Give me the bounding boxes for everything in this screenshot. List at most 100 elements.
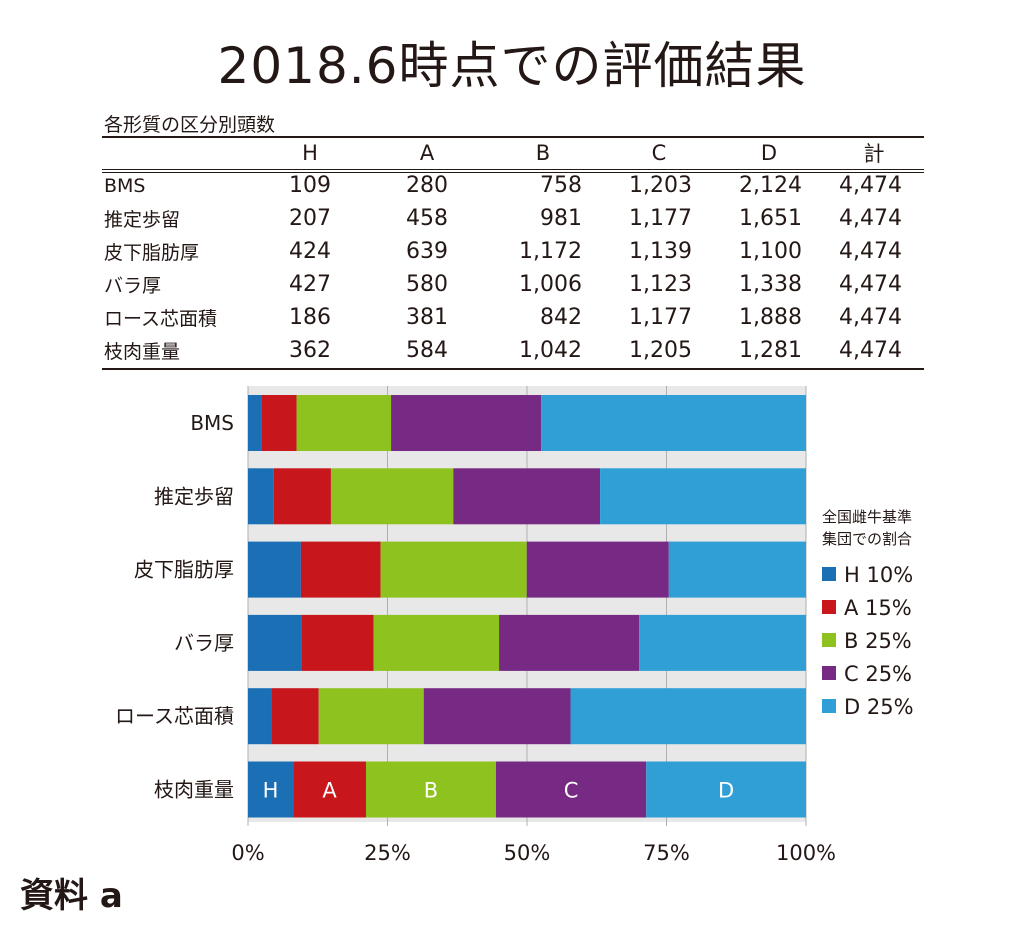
legend-swatch [822, 567, 836, 581]
table-cell: 2,124 [739, 173, 802, 198]
legend-entry: A 15% [844, 596, 912, 620]
category-label: BMS [190, 411, 234, 435]
table-cell: 1,888 [739, 305, 802, 330]
table-row-label: 推定歩留 [104, 209, 181, 231]
bar-segment-b [318, 688, 424, 745]
bar-segment-b [330, 468, 454, 525]
legend-entry: C 25% [844, 662, 912, 686]
table-row-label: BMS [104, 174, 146, 197]
x-tick-label: 25% [364, 841, 411, 865]
table-cell: 1,338 [739, 272, 802, 297]
table-cell: 1,139 [629, 239, 692, 264]
bar-segment-b [373, 614, 500, 671]
bar-segment-a [293, 761, 366, 818]
table-cell: 4,474 [839, 338, 902, 363]
table-cell: 4,474 [839, 305, 902, 330]
table-bottom-rule [102, 368, 924, 370]
bar-segment-c [453, 468, 601, 525]
legend-swatch [822, 666, 836, 680]
bar-segment-a [261, 395, 297, 451]
legend-entry: D 25% [844, 695, 914, 719]
table-cell: 4,474 [839, 173, 902, 198]
bar-segment-c [495, 761, 647, 818]
bar-segment-d [646, 761, 806, 818]
bar-segment-label: D [718, 779, 734, 803]
bar-segment-label: C [564, 779, 579, 803]
bar-segment-a [300, 541, 381, 598]
bar-segment-d [639, 614, 806, 671]
table-cell: 280 [406, 173, 448, 198]
table-cell: 1,123 [629, 272, 692, 297]
table-cell: 424 [289, 239, 331, 264]
table-cell: 207 [289, 206, 331, 231]
bar-segment-label: A [322, 779, 337, 803]
bar-segment-h [248, 541, 301, 598]
category-label: 皮下脂肪厚 [134, 558, 234, 582]
table-cell: 1,281 [739, 338, 802, 363]
table-cell: 109 [289, 173, 331, 198]
table-cell: 1,006 [519, 272, 582, 297]
legend-swatch [822, 633, 836, 647]
legend-entry: H 10% [844, 563, 913, 587]
bar-segment-b [365, 761, 496, 818]
bar-segment-label: H [263, 779, 279, 803]
table-row-label: バラ厚 [104, 275, 162, 297]
table-cell: 186 [289, 305, 331, 330]
table-cell: 362 [289, 338, 331, 363]
bar-segment-h [248, 761, 294, 818]
table-header-cell: A [419, 140, 435, 165]
bar-segment-d [600, 468, 806, 525]
table-cell: 1,205 [629, 338, 692, 363]
bar-segment-a [273, 468, 331, 525]
bar-segment-h [248, 395, 262, 451]
category-label: バラ厚 [174, 631, 234, 655]
table-cell: 1,100 [739, 239, 802, 264]
table-caption: 各形質の区分別頭数 [104, 114, 276, 136]
table-cell: 580 [406, 272, 448, 297]
table-cell: 639 [406, 239, 448, 264]
bar-segment-label: B [424, 779, 438, 803]
legend-swatch [822, 699, 836, 713]
table-cell: 458 [406, 206, 448, 231]
table-header-cell: B [535, 140, 551, 165]
count-table-grid: H A B C D 計 BMS 109 280 758 1,203 2,124 4,474 推… [102, 136, 924, 367]
table-row-label: 皮下脂肪厚 [104, 242, 200, 264]
table-header-cell: H [302, 140, 318, 165]
table-cell: 4,474 [839, 206, 902, 231]
table-row-label: ロース芯面積 [104, 308, 218, 330]
table-cell: 1,042 [519, 338, 582, 363]
table-cell: 1,177 [629, 305, 692, 330]
table-row: 皮下脂肪厚 424 639 1,172 1,139 1,100 4,474 [102, 235, 924, 268]
x-tick-label: 0% [231, 841, 264, 865]
table-cell: 1,172 [519, 239, 582, 264]
table-row-label: 枝肉重量 [104, 341, 181, 363]
legend-swatch [822, 600, 836, 614]
bar-segment-d [570, 688, 806, 745]
table-row: BMS 109 280 758 1,203 2,124 4,474 [102, 169, 924, 202]
bar-segment-b [296, 395, 392, 451]
bar-segment-a [271, 688, 319, 745]
table-row: ロース芯面積 186 381 842 1,177 1,888 4,474 [102, 301, 924, 334]
table-cell: 981 [540, 206, 582, 231]
bar-segment-h [248, 468, 274, 525]
bar-segment-a [301, 614, 374, 671]
bar-segment-d [668, 541, 806, 598]
footer-label: 資料 a [20, 876, 123, 916]
page-title: 2018.6時点での評価結果 [217, 37, 807, 95]
table-cell: 1,651 [739, 206, 802, 231]
table-top-rule [102, 136, 924, 138]
table-header-rule [102, 169, 924, 170]
category-label: 推定歩留 [154, 484, 234, 508]
table-cell: 4,474 [839, 239, 902, 264]
table-header-row: H A B C D 計 [102, 136, 924, 169]
table-cell: 1,177 [629, 206, 692, 231]
table-cell: 4,474 [839, 272, 902, 297]
table-header-cell: C [651, 140, 667, 165]
table-cell: 584 [406, 338, 448, 363]
table-row: バラ厚 427 580 1,006 1,123 1,338 4,474 [102, 268, 924, 301]
bar-segment-h [248, 688, 272, 745]
bar-segment-c [391, 395, 542, 451]
bar-segment-c [423, 688, 571, 745]
bar-segment-d [541, 395, 806, 451]
